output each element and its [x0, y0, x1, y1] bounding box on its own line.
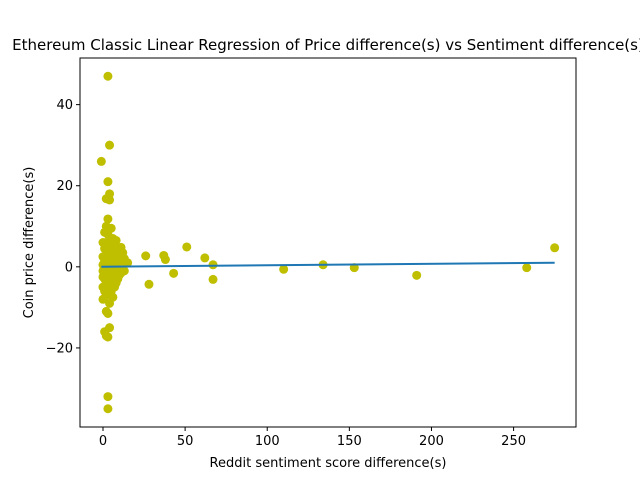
y-axis-label: Coin price difference(s) [22, 167, 37, 319]
scatter-point [105, 298, 115, 308]
scatter-points [96, 71, 560, 414]
x-axis-ticks: 0 50 100 150 200 250 [99, 427, 526, 449]
scatter-point [169, 268, 179, 278]
y-axis-ticks: −20 0 20 40 [46, 98, 80, 356]
scatter-point [103, 214, 113, 224]
y-tick-label: 0 [65, 260, 73, 275]
scatter-point [98, 294, 108, 304]
x-tick-label: 100 [255, 434, 280, 449]
scatter-point [182, 242, 192, 252]
scatter-point [144, 279, 154, 289]
scatter-point [103, 332, 113, 342]
regression-line [101, 261, 555, 268]
scatter-point [103, 177, 113, 187]
chart-title: Ethereum Classic Linear Regression of Pr… [12, 36, 640, 54]
scatter-point [103, 71, 113, 81]
scatter-point [103, 392, 113, 402]
x-tick-label: 0 [99, 434, 107, 449]
scatter-point [160, 255, 170, 265]
scatter-point [208, 274, 218, 284]
scatter-point [96, 156, 106, 166]
scatter-point [550, 243, 560, 253]
y-tick-label: −20 [46, 341, 73, 356]
y-tick-label: 40 [56, 98, 73, 113]
axes-frame [79, 57, 577, 428]
scatter-point [105, 195, 115, 205]
x-tick-label: 150 [337, 434, 362, 449]
scatter-point [103, 308, 113, 318]
scatter-point [522, 263, 532, 273]
scatter-point [279, 264, 289, 274]
x-tick-label: 250 [501, 434, 526, 449]
scatter-point [412, 270, 422, 280]
x-axis-label: Reddit sentiment score difference(s) [210, 456, 447, 471]
regression-line-layer [101, 261, 555, 268]
scatter-point [200, 253, 210, 263]
x-tick-label: 50 [177, 434, 194, 449]
scatter-point [105, 140, 115, 150]
scatter-point [103, 404, 113, 414]
x-tick-label: 200 [419, 434, 444, 449]
y-tick-label: 20 [56, 179, 73, 194]
scatter-point [141, 251, 151, 261]
